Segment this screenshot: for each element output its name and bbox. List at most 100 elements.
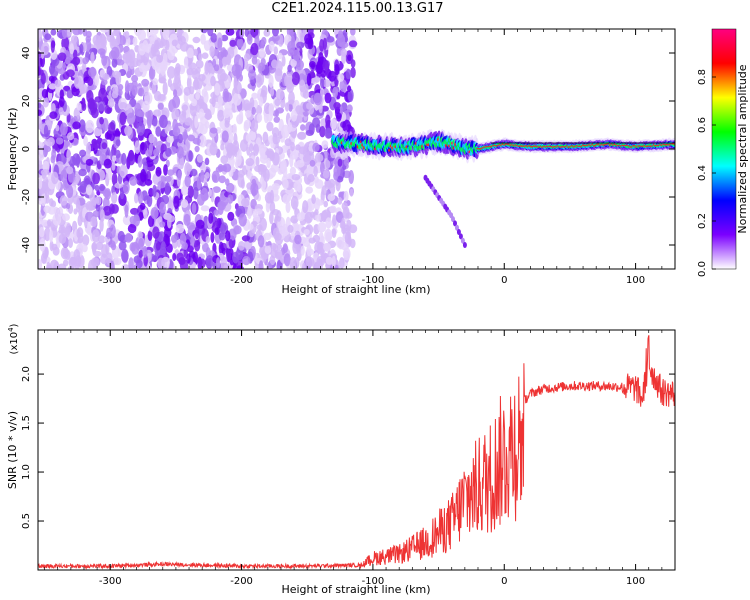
- spectrogram-noise-cell: [199, 135, 207, 148]
- spectrogram-noise-cell: [325, 256, 333, 265]
- spectrogram-noise-cell: [327, 193, 336, 201]
- spectrogram-noise-cell: [108, 240, 116, 248]
- spectrogram-noise-cell: [50, 103, 56, 114]
- spectrogram-noise-cell: [52, 213, 62, 226]
- spectrogram-noise-cell: [192, 36, 201, 44]
- spectrogram-noise-cell: [321, 140, 329, 149]
- spectrogram-branch-cell: [458, 233, 463, 240]
- spectrogram-noise-cell: [258, 260, 264, 269]
- spectrogram-noise-cell: [294, 234, 302, 245]
- spectrogram-noise-cell: [186, 164, 193, 172]
- x-tick-label: -200: [230, 275, 253, 286]
- spectrogram-noise-cell: [233, 81, 242, 94]
- spectrogram-noise-cell: [76, 228, 81, 238]
- spectrogram-noise-cell: [58, 233, 67, 244]
- spectrogram-branch-cell: [456, 229, 461, 235]
- spectrogram-noise-cell: [155, 242, 161, 251]
- spectrogram-noise-cell: [188, 86, 195, 95]
- spectrogram-noise-cell: [268, 102, 274, 116]
- spectrogram-noise-cell: [273, 46, 278, 55]
- spectrogram-noise-cell: [259, 217, 268, 231]
- spectrogram-noise-cell: [68, 256, 78, 269]
- spectrogram-noise-cell: [44, 195, 50, 204]
- spectrogram-noise-cell: [315, 213, 321, 222]
- spectrogram-y-label: Frequency (Hz): [6, 108, 19, 191]
- spectrogram-noise-cell: [191, 70, 201, 80]
- spectrogram-noise-cell: [114, 182, 124, 189]
- spectrogram-noise-cell: [179, 258, 188, 269]
- spectrogram-noise-cell: [287, 224, 294, 233]
- spectrogram-noise-cell: [50, 29, 57, 36]
- spectrogram-noise-cell: [119, 102, 128, 109]
- spectrogram-noise-cell: [289, 256, 297, 269]
- spectrogram-noise-cell: [166, 215, 176, 223]
- spectrogram-noise-cell: [218, 175, 226, 184]
- spectrogram-noise-cell: [241, 198, 250, 207]
- spectrogram-noise-cell: [129, 98, 137, 108]
- spectrogram-noise-cell: [200, 169, 205, 183]
- spectrogram-marks: [38, 29, 675, 269]
- spectrogram-noise-cell: [303, 153, 311, 166]
- spectrogram-noise-cell: [106, 107, 112, 114]
- spectrogram-noise-cell: [54, 79, 62, 88]
- spectrogram-noise-cell: [64, 56, 71, 65]
- spectrogram-noise-cell: [329, 205, 337, 214]
- spectrogram-noise-cell: [38, 102, 42, 109]
- spectrogram-noise-cell: [192, 137, 201, 145]
- spectrogram-noise-cell: [226, 182, 235, 193]
- spectrogram-noise-cell: [346, 219, 352, 232]
- spectrogram-noise-cell: [269, 211, 274, 225]
- spectrogram-noise-cell: [272, 110, 278, 117]
- spectrogram-noise-cell: [239, 110, 244, 124]
- spectrogram-noise-cell: [92, 140, 101, 149]
- spectrogram-noise-cell: [126, 70, 132, 79]
- spectrogram-noise-cell: [98, 34, 107, 46]
- spectrogram-noise-cell: [290, 58, 297, 68]
- spectrogram-noise-cell: [271, 183, 280, 191]
- spectrogram-noise-cell: [87, 220, 92, 234]
- spectrogram-noise-cell: [109, 224, 116, 239]
- spectrogram-noise-cell: [201, 88, 208, 98]
- spectrogram-noise-cell: [212, 186, 221, 194]
- colorbar-tick-label: 0.8: [697, 69, 708, 85]
- spectrogram-noise-cell: [220, 143, 225, 151]
- snr-x-label: Height of straight line (km): [281, 583, 430, 596]
- spectrogram-noise-cell: [134, 140, 140, 154]
- spectrogram-noise-cell: [217, 202, 224, 215]
- spectrogram-noise-cell: [48, 75, 55, 82]
- spectrogram-noise-cell: [68, 238, 73, 249]
- spectrogram-noise-cell: [137, 110, 145, 118]
- spectrogram-noise-cell: [157, 94, 166, 101]
- spectrogram-noise-cell: [289, 151, 297, 160]
- spectrogram-noise-cell: [189, 103, 197, 117]
- spectrogram-noise-cell: [316, 255, 326, 267]
- spectrogram-noise-cell: [133, 29, 142, 37]
- spectrogram-noise-cell: [87, 77, 94, 86]
- spectrogram-noise-cell: [152, 78, 158, 86]
- spectrogram-noise-cell: [286, 73, 293, 82]
- spectrogram-noise-cell: [251, 92, 258, 100]
- spectrogram-noise-cell: [107, 98, 115, 108]
- spectrogram-noise-cell: [322, 169, 330, 179]
- spectrogram-noise-cell: [319, 39, 325, 52]
- spectrogram-noise-cell: [48, 83, 57, 90]
- spectrogram-noise-cell: [140, 142, 145, 151]
- spectrogram-noise-cell: [129, 176, 138, 186]
- spectrogram-noise-cell: [305, 256, 315, 267]
- spectrogram-noise-cell: [182, 110, 187, 118]
- spectrogram-noise-cell: [78, 168, 87, 177]
- spectrogram-noise-cell: [255, 156, 260, 167]
- spectrogram-noise-cell: [66, 203, 71, 210]
- y-tick-label: 0.5: [21, 513, 32, 529]
- spectrogram-noise-cell: [299, 32, 304, 42]
- spectrogram-noise-cell: [183, 213, 191, 226]
- spectrogram-noise-cell: [57, 263, 67, 269]
- spectrogram-noise-cell: [85, 119, 95, 134]
- snr-panel: -300 -200 -100 0 100 0.5 1.0 1.5 2.0 Height of s…: [6, 323, 676, 596]
- spectrogram-noise-cell: [251, 55, 258, 65]
- spectrogram-noise-cell: [333, 171, 339, 181]
- spectrogram-noise-cell: [248, 69, 256, 80]
- spectrogram-noise-cell: [200, 205, 210, 212]
- spectrogram-noise-cell: [46, 219, 52, 227]
- spectrogram-noise-cell: [159, 201, 167, 214]
